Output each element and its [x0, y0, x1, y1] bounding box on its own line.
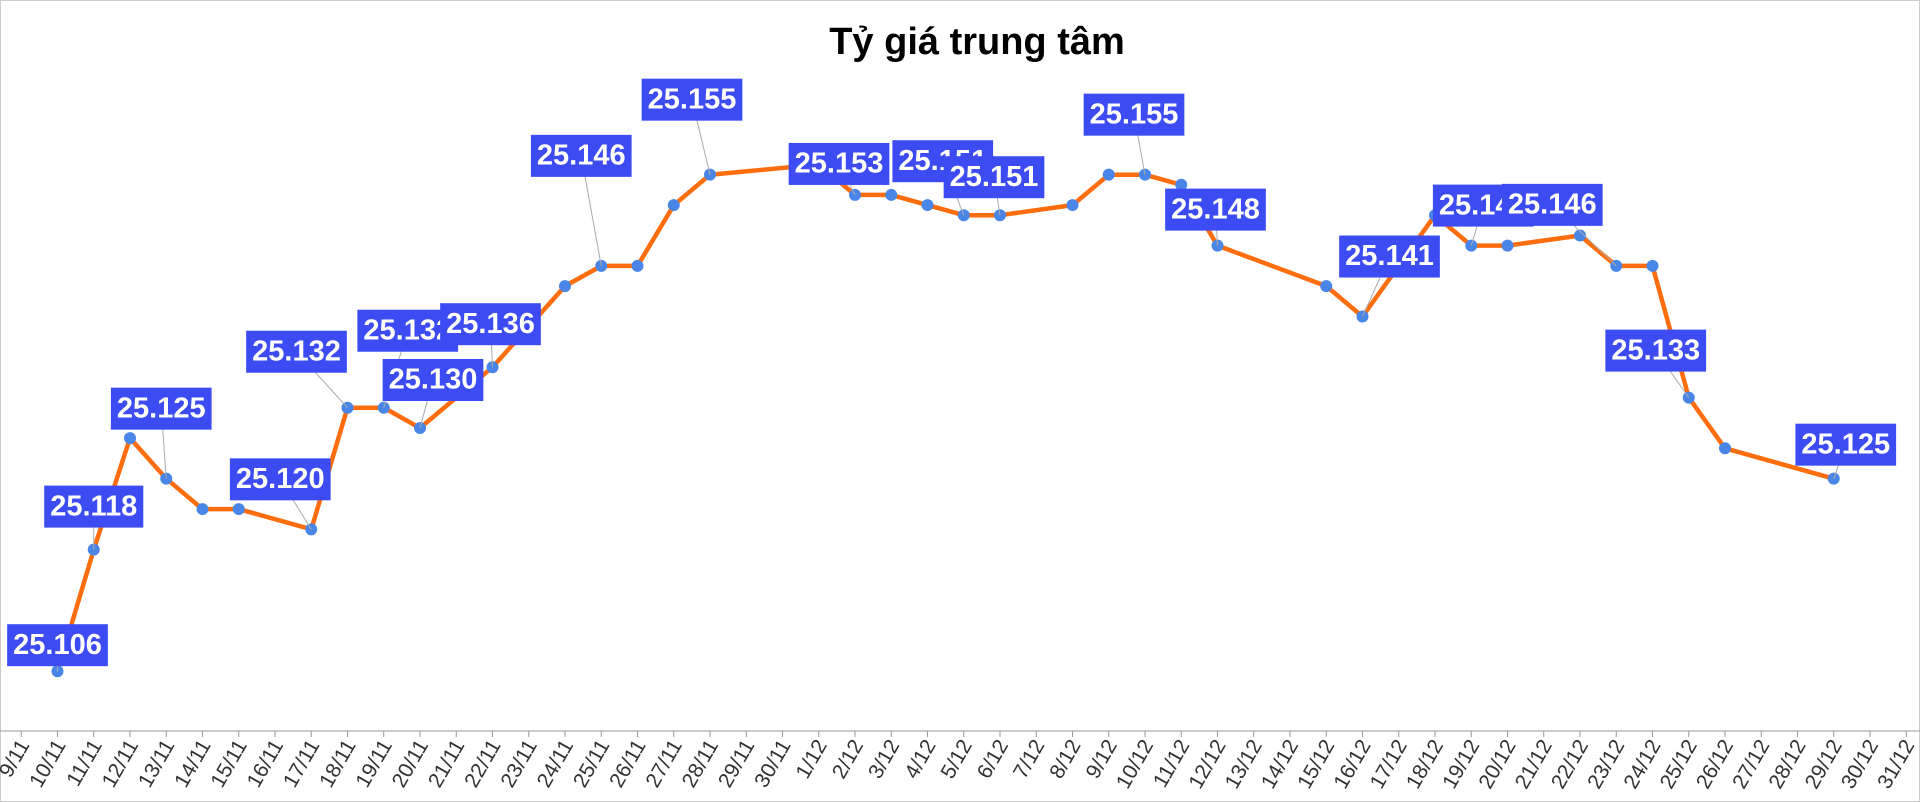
data-label: 25.141 — [1339, 235, 1440, 278]
data-label-box — [110, 387, 212, 430]
data-label-text: 25.136 — [446, 308, 535, 340]
point — [1574, 229, 1586, 242]
data-label-text: 25.155 — [648, 83, 737, 115]
data-label-box — [7, 624, 108, 667]
data-label: 25.155 — [1083, 93, 1185, 136]
data-label: 25.146 — [1501, 183, 1603, 226]
data-label-box — [788, 142, 890, 185]
point — [885, 188, 898, 201]
line — [55, 162, 1835, 672]
data-label-box — [44, 485, 144, 528]
point — [921, 199, 934, 212]
data-label-text: 25.146 — [537, 140, 626, 172]
data-label-box — [1605, 329, 1707, 372]
point — [1066, 199, 1079, 212]
data-label-box — [1339, 235, 1440, 278]
data-label: 25.125 — [1795, 423, 1897, 466]
point — [667, 199, 680, 212]
point — [1719, 442, 1731, 455]
point — [1646, 259, 1659, 272]
data-label-text: 25.146 — [1508, 189, 1597, 221]
data-label-text: 25.153 — [795, 148, 884, 180]
point — [124, 432, 136, 445]
data-label-box — [246, 330, 347, 373]
data-label-text: 25.120 — [236, 463, 325, 495]
chart-title: Tỷ giá trung tâm — [829, 21, 1125, 63]
data-label: 25.151 — [943, 156, 1045, 199]
data-label: 25.136 — [440, 303, 541, 346]
data-label-text: 25.130 — [389, 364, 478, 396]
data-label-box — [382, 359, 484, 401]
data-label: 25.125 — [110, 387, 212, 430]
point — [232, 503, 245, 516]
data-label: 25.106 — [7, 624, 108, 667]
data-label-text: 25.125 — [117, 392, 206, 424]
data-label-text: 25.155 — [1090, 98, 1179, 130]
point — [1320, 280, 1333, 293]
data-label: 25.148 — [1165, 188, 1266, 231]
data-label: 25.118 — [44, 485, 144, 528]
data-label-box — [641, 78, 743, 121]
point — [559, 280, 571, 293]
data-label-text: 25.141 — [1345, 240, 1434, 272]
data-label-text: 25.132 — [363, 314, 452, 346]
data-label-box — [1501, 183, 1603, 226]
data-label: 25.132 — [246, 330, 347, 373]
data-label-text: 25.148 — [1171, 193, 1260, 225]
data-label: 25.146 — [530, 134, 632, 177]
data-label-box — [943, 156, 1045, 199]
data-label-text: 25.118 — [50, 490, 137, 522]
point — [1102, 168, 1115, 181]
data-label: 25.133 — [1605, 329, 1707, 372]
data-label: 25.155 — [641, 78, 743, 121]
data-label-text: 25.106 — [13, 629, 102, 661]
data-label: 25.153 — [788, 142, 890, 185]
point — [1501, 239, 1514, 252]
data-label-box — [1795, 423, 1897, 466]
data-label-text: 25.132 — [252, 335, 341, 367]
data-label-text: 25.125 — [1801, 428, 1890, 460]
point — [631, 259, 644, 272]
data-label: 25.130 — [382, 359, 484, 401]
data-label-text: 25.133 — [1611, 334, 1700, 366]
point — [1175, 178, 1188, 191]
data-label-box — [1083, 93, 1185, 136]
data-label-box — [530, 134, 632, 177]
data-label-box — [440, 303, 541, 346]
data-label-text: 25.151 — [950, 161, 1039, 193]
data-label: 25.120 — [229, 458, 331, 501]
point — [196, 503, 209, 516]
data-label-box — [1165, 188, 1266, 231]
data-label-box — [229, 458, 331, 501]
